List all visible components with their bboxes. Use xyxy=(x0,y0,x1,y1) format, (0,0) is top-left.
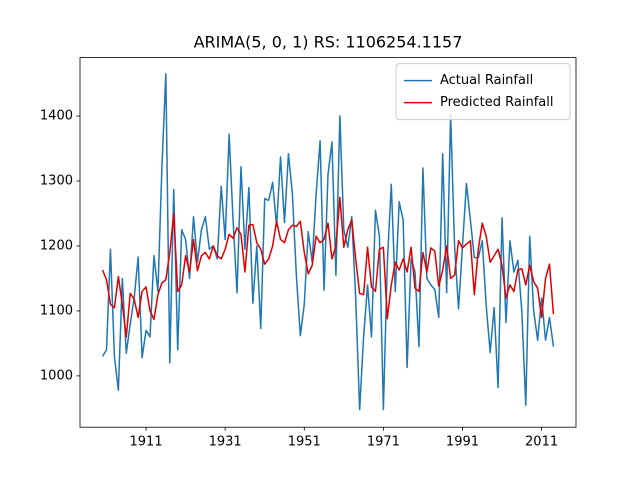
x-tick-label: 2011 xyxy=(525,435,558,450)
y-tick-label: 1200 xyxy=(40,238,73,253)
y-tick-label: 1000 xyxy=(40,368,73,383)
data-line xyxy=(101,196,555,338)
x-tick-label: 1951 xyxy=(288,435,321,450)
chart-title: ARIMA(5, 0, 1) RS: 1106254.1157 xyxy=(194,33,463,52)
x-tick-label: 1991 xyxy=(446,435,479,450)
axes-frame xyxy=(79,57,577,428)
x-tick-label: 1911 xyxy=(130,435,163,450)
x-tick-label: 1931 xyxy=(209,435,242,450)
y-tick-label: 1400 xyxy=(40,109,73,124)
y-tick-label: 1300 xyxy=(40,174,73,189)
x-tick-label: 1971 xyxy=(367,435,400,450)
legend-label: Actual Rainfall xyxy=(440,73,533,88)
y-tick-label: 1100 xyxy=(40,303,73,318)
legend-box xyxy=(395,63,571,121)
legend-label: Predicted Rainfall xyxy=(440,95,554,110)
